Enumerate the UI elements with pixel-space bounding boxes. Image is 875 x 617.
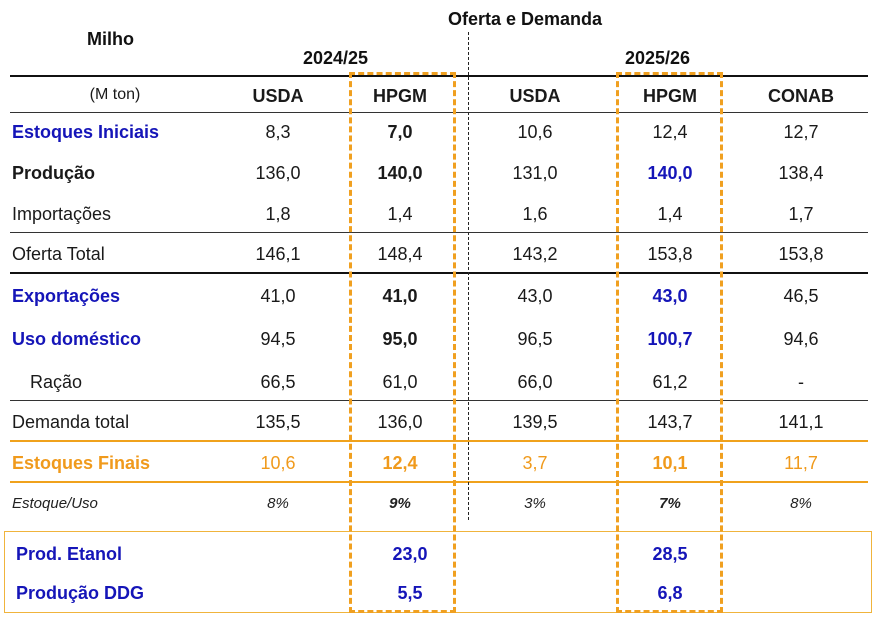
group-2025-26: 2025/26 — [625, 48, 691, 68]
hpgm-2025-highlight — [616, 72, 723, 613]
row-label-oferta-total: Oferta Total — [12, 244, 105, 264]
super-title: Oferta e Demanda — [448, 9, 603, 29]
cell: 46,5 — [783, 286, 819, 306]
row-label-estoques-finais: Estoques Finais — [12, 453, 151, 473]
cell: 6,8 — [657, 583, 683, 603]
row-label-demanda-total: Demanda total — [12, 412, 130, 432]
cell: 153,8 — [778, 244, 824, 264]
cell: 28,5 — [652, 544, 688, 564]
col-hpgm-2025: HPGM — [643, 86, 697, 106]
cell: 41,0 — [260, 286, 296, 306]
cell: 94,5 — [260, 329, 296, 349]
cell: 1,6 — [522, 204, 548, 224]
unit-label: (M ton) — [89, 86, 141, 103]
cell: 7% — [659, 495, 681, 512]
row-divider — [10, 400, 868, 401]
col-conab-2025: CONAB — [768, 86, 834, 106]
cell: 100,7 — [647, 329, 693, 349]
cell: 43,0 — [652, 286, 688, 306]
cell: 1,4 — [387, 204, 413, 224]
cell: 94,6 — [783, 329, 819, 349]
cell: 143,2 — [512, 244, 558, 264]
cell: 139,5 — [512, 412, 558, 432]
row-divider-orange — [10, 481, 868, 483]
cell: 7,0 — [387, 122, 413, 142]
cell: 66,5 — [260, 372, 296, 392]
cell: 61,0 — [382, 372, 418, 392]
cell: 66,0 — [517, 372, 553, 392]
cell: 1,4 — [657, 204, 683, 224]
cell: 5,5 — [397, 583, 423, 603]
cell: 43,0 — [517, 286, 553, 306]
col-usda-2024: USDA — [252, 86, 304, 106]
cell: 153,8 — [647, 244, 693, 264]
row-label-producao: Produção — [12, 163, 96, 183]
cell: 12,7 — [783, 122, 819, 142]
cell: 138,4 — [778, 163, 824, 183]
cell: 41,0 — [382, 286, 418, 306]
cell: 136,0 — [255, 163, 301, 183]
cell: 96,5 — [517, 329, 553, 349]
row-divider-orange — [10, 440, 868, 442]
row-label-estoque-uso: Estoque/Uso — [12, 495, 98, 512]
col-usda-2025: USDA — [509, 86, 561, 106]
cell: 141,1 — [778, 412, 824, 432]
cell: 8,3 — [265, 122, 291, 142]
row-label-exportacoes: Exportações — [12, 286, 121, 306]
cell: 11,7 — [784, 453, 818, 473]
cell: 3,7 — [522, 453, 548, 473]
year-separator — [468, 32, 469, 520]
cell: 135,5 — [255, 412, 301, 432]
header-top-line — [10, 75, 868, 77]
header-bottom-line — [10, 112, 868, 113]
row-label-estoques-iniciais: Estoques Iniciais — [12, 122, 160, 142]
cell: 8% — [790, 495, 812, 512]
cell: 1,7 — [788, 204, 814, 224]
cell: 136,0 — [377, 412, 423, 432]
cell: 12,4 — [382, 453, 418, 473]
row-divider-thick — [10, 272, 868, 274]
row-label-prod-etanol: Prod. Etanol — [16, 544, 123, 564]
row-label-producao-ddg: Produção DDG — [16, 583, 145, 603]
col-hpgm-2024: HPGM — [373, 86, 427, 106]
cell: 148,4 — [377, 244, 423, 264]
cell: 8% — [267, 495, 289, 512]
row-label-uso-domestico: Uso doméstico — [12, 329, 142, 349]
cell: 10,6 — [517, 122, 553, 142]
row-divider — [10, 232, 868, 233]
cell: 61,2 — [652, 372, 688, 392]
cell: 143,7 — [647, 412, 693, 432]
cell: - — [798, 372, 804, 392]
cell: 95,0 — [382, 329, 418, 349]
cell: 140,0 — [377, 163, 423, 183]
row-label-importacoes: Importações — [12, 204, 112, 224]
cell: 3% — [524, 495, 546, 512]
hpgm-2024-highlight — [349, 72, 456, 613]
cell: 140,0 — [647, 163, 693, 183]
cell: 23,0 — [392, 544, 428, 564]
row-label-racao: Ração — [30, 372, 83, 392]
group-2024-25: 2024/25 — [303, 48, 369, 68]
cell: 146,1 — [255, 244, 301, 264]
cell: 131,0 — [512, 163, 558, 183]
cell: 10,6 — [260, 453, 296, 473]
cell: 12,4 — [652, 122, 688, 142]
table-title: Milho — [87, 29, 134, 49]
cell: 9% — [389, 495, 411, 512]
cell: 10,1 — [652, 453, 688, 473]
cell: 1,8 — [265, 204, 291, 224]
